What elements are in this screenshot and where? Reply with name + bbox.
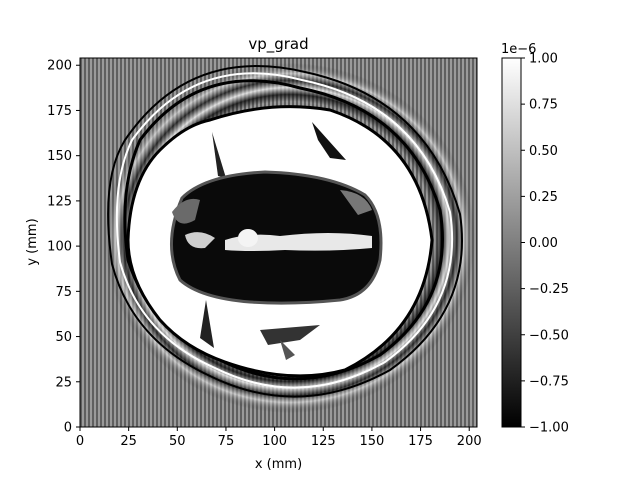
y-tick-label: 50 xyxy=(55,330,72,345)
y-tick-label: 175 xyxy=(47,104,72,119)
plot-frame xyxy=(79,57,478,428)
x-tick-label: 75 xyxy=(218,434,235,449)
colorbar-axis: −1.00 −0.75 −0.50 −0.25 0.00 0.25 0.50 0.75 1.00 xyxy=(521,52,569,436)
x-tick-label: 100 xyxy=(262,434,287,449)
x-axis-label: x (mm) xyxy=(255,457,302,472)
colorbar-tick-label: −0.50 xyxy=(529,328,569,343)
y-tick-label: 200 xyxy=(47,59,72,74)
x-axis: 0 25 50 75 100 125 150 175 200 xyxy=(76,427,482,449)
colorbar-tick-label: 1.00 xyxy=(529,52,558,67)
y-tick-label: 100 xyxy=(47,240,72,255)
colorbar-tick-label: −1.00 xyxy=(529,421,569,436)
x-tick-label: 0 xyxy=(76,434,84,449)
y-axis: 0 25 50 75 100 125 150 175 200 xyxy=(47,59,80,436)
colorbar-tick-label: −0.75 xyxy=(529,374,569,389)
x-tick-label: 200 xyxy=(457,434,482,449)
y-tick-label: 0 xyxy=(64,421,72,436)
colorbar-tick-label: −0.25 xyxy=(529,282,569,297)
colorbar-scale-label: 1e−6 xyxy=(501,42,536,57)
x-tick-label: 175 xyxy=(408,434,433,449)
colorbar xyxy=(501,57,522,428)
x-tick-label: 125 xyxy=(311,434,336,449)
colorbar-tick-label: 0.25 xyxy=(529,190,558,205)
x-tick-label: 50 xyxy=(169,434,186,449)
colorbar-tick-label: 0.00 xyxy=(529,236,558,251)
chart-title: vp_grad xyxy=(248,35,308,54)
x-tick-label: 150 xyxy=(359,434,384,449)
colorbar-tick-label: 0.75 xyxy=(529,98,558,113)
heatmap-image xyxy=(80,58,477,427)
colorbar-tick-label: 0.50 xyxy=(529,144,558,159)
y-tick-label: 150 xyxy=(47,149,72,164)
y-tick-label: 125 xyxy=(47,194,72,209)
y-axis-label: y (mm) xyxy=(25,218,40,265)
x-tick-label: 25 xyxy=(120,434,137,449)
y-tick-label: 25 xyxy=(55,375,72,390)
y-tick-label: 75 xyxy=(55,285,72,300)
